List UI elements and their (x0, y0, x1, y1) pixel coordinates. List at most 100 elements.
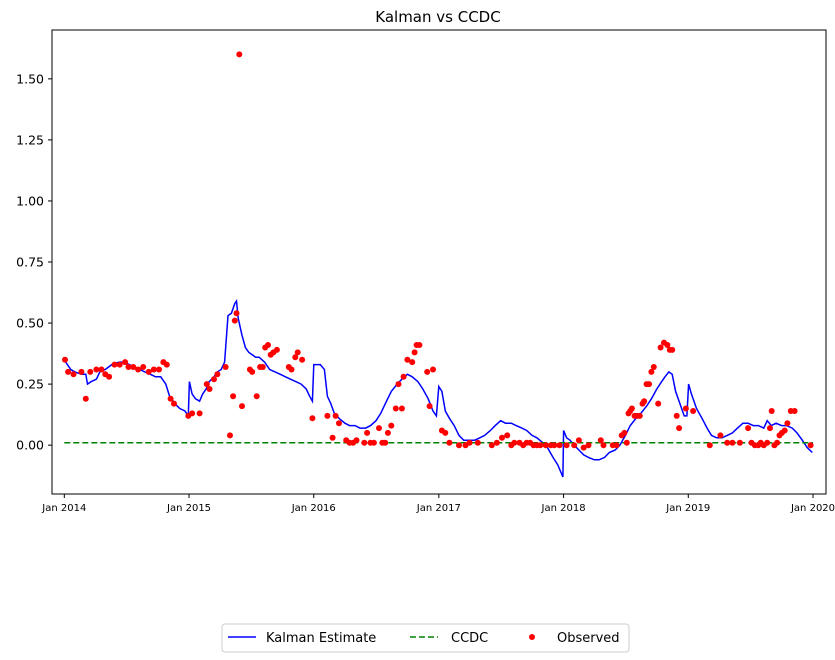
observed-point (542, 442, 549, 449)
observed-point (353, 437, 360, 444)
observed-point (682, 405, 689, 412)
observed-point (116, 361, 123, 368)
legend-label: CCDC (451, 631, 488, 646)
observed-point (265, 342, 271, 348)
observed-point (163, 361, 170, 368)
observed-point (621, 429, 628, 436)
observed-point (648, 368, 655, 375)
x-tick-label: Jan 2014 (41, 503, 86, 514)
observed-point (370, 439, 377, 446)
observed-point (332, 412, 339, 419)
axes-frame (51, 29, 827, 495)
observed-point (130, 364, 137, 370)
x-tick-label: Jan 2019 (665, 503, 710, 514)
series-line-0 (65, 299, 813, 478)
observed-point (329, 434, 336, 441)
x-tick-label: Jan 2020 (790, 503, 835, 514)
observed-point (580, 444, 587, 451)
observed-point (426, 403, 433, 410)
observed-point (409, 359, 416, 366)
legend-label: Observed (557, 631, 620, 646)
observed-point (613, 442, 620, 449)
observed-point (657, 344, 664, 351)
chart-title: Kalman vs CCDC (375, 8, 500, 26)
observed-point (78, 368, 85, 375)
observed-point (597, 437, 604, 444)
observed-point (87, 368, 94, 375)
observed-point (384, 429, 391, 436)
plot-area: Jan 2014 Jan 2015 Jan 2016 Jan 2017 Jan 2018… (16, 29, 835, 514)
observed-point (288, 366, 295, 373)
y-tick-label: 0.25 (16, 377, 44, 392)
observed-point (227, 432, 233, 439)
observed-point (636, 412, 643, 419)
observed-point (706, 442, 713, 449)
observed-point (774, 439, 781, 446)
observed-point (768, 408, 775, 414)
observed-point (673, 412, 680, 419)
observed-point (628, 405, 635, 412)
observed-point (167, 395, 174, 402)
observed-point (203, 381, 210, 388)
x-tick-label: Jan 2016 (291, 503, 336, 514)
observed-point (784, 420, 791, 427)
observed-point (309, 415, 316, 422)
observed-point (125, 364, 132, 370)
observed-point (499, 434, 505, 441)
observed-point (236, 51, 243, 58)
observed-point (206, 386, 213, 392)
observed-point (807, 442, 814, 449)
observed-point (690, 408, 697, 414)
observed-point (233, 310, 240, 317)
observed-point (600, 442, 607, 449)
observed-point (551, 442, 558, 449)
observed-point (655, 400, 662, 407)
observed-point (324, 412, 331, 419)
x-tick-label: Jan 2017 (416, 503, 461, 514)
observed-point (364, 429, 371, 436)
observed-point (764, 439, 771, 446)
x-tick-label: Jan 2015 (166, 503, 211, 514)
observed-point (411, 349, 418, 356)
observed-point (456, 442, 462, 449)
observed-point (424, 368, 431, 375)
observed-point (669, 346, 676, 353)
y-tick-label: 1.25 (16, 132, 44, 147)
observed-point (259, 364, 266, 370)
observed-point (62, 356, 68, 363)
observed-point (400, 373, 407, 380)
observed-point (145, 368, 152, 375)
observed-point (729, 439, 736, 446)
observed-point (156, 366, 162, 373)
observed-point (664, 342, 671, 348)
observed-point (781, 427, 788, 434)
observed-point (122, 359, 129, 366)
observed-point (416, 342, 423, 348)
observed-point (641, 398, 648, 405)
observed-point (140, 364, 147, 370)
observed-point (563, 442, 570, 449)
observed-point (646, 381, 652, 388)
observed-point (676, 425, 683, 432)
observed-point (511, 439, 518, 446)
legend: Kalman Estimate CCDC Observed (221, 623, 630, 653)
legend-label: Kalman Estimate (266, 631, 376, 646)
observed-point (575, 437, 582, 444)
legend-swatch-observed (529, 634, 535, 640)
observed-point (98, 366, 105, 373)
y-tick-label: 1.50 (16, 71, 44, 86)
y-tick-label: 0.75 (16, 255, 44, 270)
observed-point (504, 432, 511, 439)
observed-point (82, 395, 89, 402)
observed-point (239, 403, 245, 410)
y-tick-label: 0.00 (16, 438, 44, 453)
observed-point (442, 429, 449, 436)
observed-point (299, 356, 306, 363)
observed-point (745, 425, 752, 432)
observed-point (253, 393, 260, 400)
observed-point (111, 361, 118, 368)
observed-point (736, 439, 743, 446)
observed-point (430, 366, 436, 373)
observed-point (571, 442, 578, 449)
